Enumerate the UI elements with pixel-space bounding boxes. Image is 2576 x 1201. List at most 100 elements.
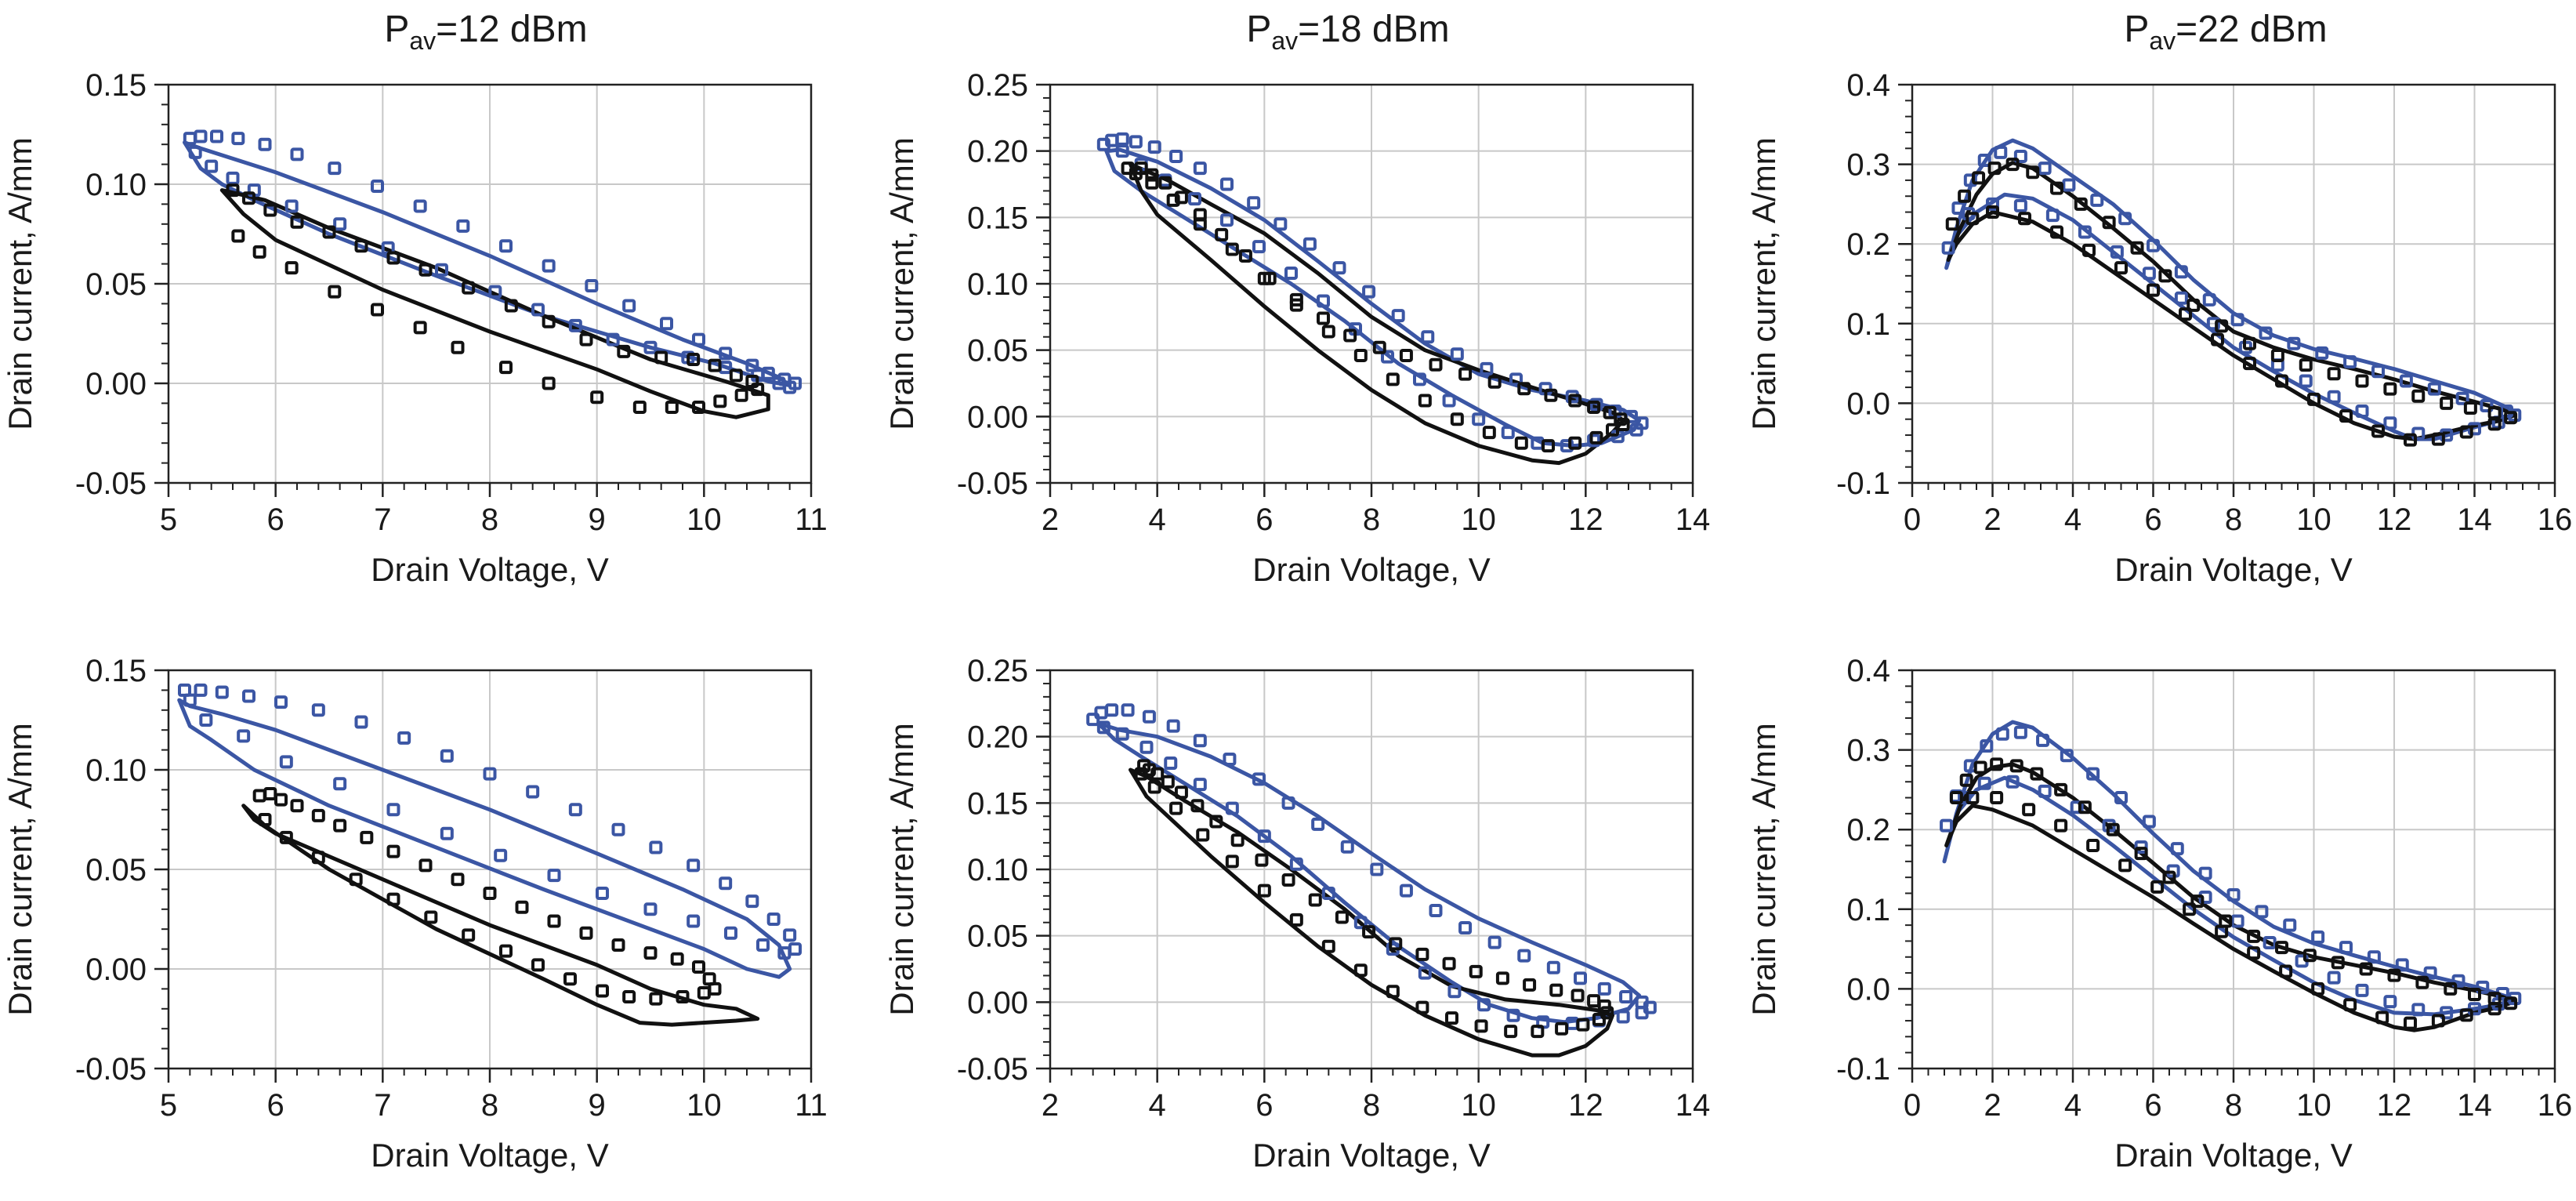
blue-measured-point	[542, 259, 556, 273]
blue-measured-point	[226, 171, 240, 185]
blue-measured-point	[1616, 1010, 1630, 1024]
black-measured-point	[542, 376, 556, 390]
black-measured-point	[676, 990, 690, 1004]
black-measured-point	[1174, 190, 1188, 205]
plot-frame	[167, 83, 813, 484]
blue-measured-point	[2476, 980, 2490, 994]
black-measured-point	[643, 946, 658, 960]
black-measured-point	[2215, 319, 2229, 333]
y-tick-label: 0.2	[1846, 813, 1890, 847]
black-measured-point	[2307, 392, 2321, 406]
black-measured-point	[1589, 430, 1603, 444]
black-measured-point	[2243, 336, 2256, 350]
blue-measured-point	[1574, 971, 1587, 985]
y-tick-label: 0.00	[85, 952, 147, 987]
black-measured-point	[596, 984, 609, 998]
blue-measured-point	[1963, 173, 1977, 187]
blue-measured-point	[2399, 374, 2413, 388]
black-measured-point	[2082, 243, 2096, 257]
plot-frame	[1911, 83, 2556, 484]
x-tick-label: 7	[374, 503, 391, 537]
blue-measured-point	[2045, 209, 2060, 223]
blue-measured-point	[643, 902, 658, 916]
blue-measured-point	[1193, 161, 1207, 176]
x-tick-label: 4	[2064, 503, 2081, 537]
y-tick-label: 0.25	[967, 654, 1028, 688]
black-measured-point	[708, 981, 722, 996]
black-model-curve	[219, 188, 770, 419]
blue-measured-point	[1418, 966, 1432, 980]
x-tick-label: 5	[160, 503, 177, 537]
black-measured-point	[462, 928, 476, 942]
blue-measured-point	[1247, 196, 1261, 210]
blue-measured-point	[745, 894, 759, 909]
y-tick-label: 0.05	[85, 267, 147, 302]
blue-measured-point	[611, 822, 625, 836]
black-measured-point	[2022, 803, 2036, 817]
y-tick-label: 0.1	[1846, 893, 1890, 927]
black-measured-point	[2134, 847, 2148, 861]
plot-frame	[1911, 669, 2556, 1070]
black-measured-point	[687, 353, 701, 367]
black-measured-point	[1353, 963, 1368, 978]
black-measured-point	[2243, 357, 2256, 371]
blue-measured-point	[1220, 213, 1234, 227]
black-measured-point	[1158, 176, 1172, 190]
blue-measured-point	[772, 376, 786, 390]
blue-measured-point	[2013, 149, 2027, 163]
blue-measured-point	[1391, 309, 1405, 323]
black-measured-point	[1362, 925, 1376, 939]
blue-measured-point	[2070, 800, 2084, 815]
black-measured-point	[279, 830, 293, 844]
black-measured-point	[515, 900, 529, 914]
chart-2: 2 4 6 8 10 12 14 -0.05 0.00 0.05 0.10 0.15 0.20 0.25 D…	[883, 68, 1710, 588]
blue-measured-point	[2013, 725, 2027, 739]
black-measured-point	[1215, 227, 1229, 241]
black-measured-point	[1343, 328, 1357, 343]
x-tick-label: 6	[2144, 503, 2161, 537]
y-tick-label: 0.00	[967, 985, 1028, 1020]
black-measured-point	[2030, 767, 2044, 781]
black-measured-point	[483, 886, 497, 900]
blue-measured-point	[1166, 719, 1180, 733]
plot-frame	[1049, 669, 1694, 1070]
blue-measured-point	[766, 913, 781, 926]
black-measured-point	[1990, 757, 2004, 771]
black-measured-point	[1966, 791, 1980, 805]
black-measured-point	[2158, 269, 2172, 283]
black-measured-point	[1386, 372, 1400, 386]
black-measured-point	[451, 340, 465, 354]
x-tick-label: 8	[2225, 503, 2242, 537]
black-measured-point	[1587, 400, 1601, 414]
blue-measured-point	[371, 180, 384, 194]
black-measured-point	[1966, 212, 1980, 226]
black-measured-point	[1990, 791, 2004, 805]
x-tick-label: 2	[1984, 1088, 2001, 1123]
y-axis-label: Drain current, A/mm	[883, 723, 920, 1015]
x-tick-label: 4	[2064, 1088, 2081, 1123]
black-measured-point	[1972, 171, 1986, 185]
blue-measured-point	[1458, 921, 1473, 935]
y-tick-label: -0.05	[957, 466, 1028, 501]
y-tick-label: 0.15	[85, 654, 147, 688]
black-measured-point	[1415, 947, 1429, 961]
black-measured-point	[252, 245, 266, 259]
black-measured-point	[1225, 242, 1239, 256]
black-measured-point	[413, 321, 427, 335]
black-measured-point	[2026, 165, 2040, 180]
black-measured-point	[2005, 158, 2020, 172]
black-measured-point	[2279, 964, 2293, 978]
black-measured-point	[1353, 348, 1368, 362]
y-tick-label: 0.0	[1846, 972, 1890, 1007]
blue-measured-point	[2170, 842, 2184, 856]
black-measured-point	[1169, 801, 1183, 815]
blue-measured-point	[1531, 436, 1545, 450]
blue-measured-point	[2371, 365, 2385, 379]
y-tick-label: -0.05	[75, 466, 147, 501]
blue-measured-point	[2013, 198, 2027, 212]
blue-measured-point	[2355, 405, 2369, 419]
blue-measured-point	[1480, 361, 1494, 376]
black-measured-point	[1487, 375, 1502, 389]
black-measured-point	[2459, 425, 2473, 439]
black-measured-point	[386, 844, 400, 858]
